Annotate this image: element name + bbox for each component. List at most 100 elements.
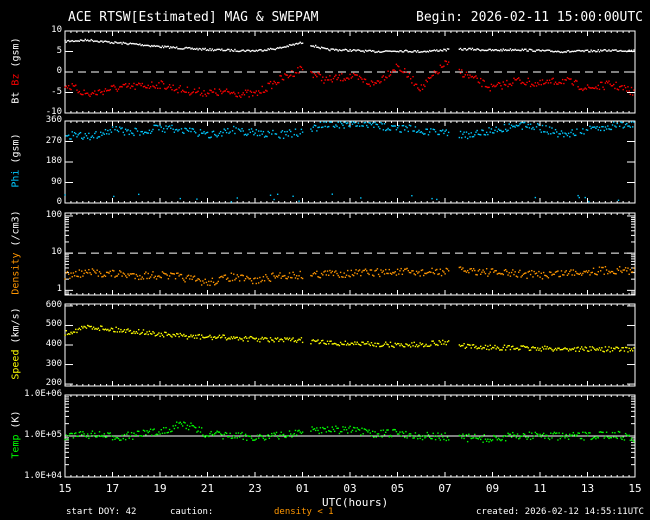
data-point-bz xyxy=(100,91,102,94)
data-point-phi xyxy=(520,122,522,124)
data-point-phi xyxy=(193,130,196,133)
data-point-speed xyxy=(556,349,558,351)
data-point-density xyxy=(183,279,185,281)
data-point-temp xyxy=(564,437,566,439)
data-point-density xyxy=(300,276,303,279)
data-point-temp xyxy=(493,434,495,437)
data-point-speed xyxy=(386,343,388,345)
data-point-speed xyxy=(407,345,409,347)
data-point-temp xyxy=(394,429,396,431)
data-point-phi xyxy=(601,125,603,128)
data-point-temp xyxy=(170,430,172,433)
data-point-temp xyxy=(167,431,170,434)
data-point-temp xyxy=(206,435,209,437)
data-point-bt xyxy=(595,51,597,53)
data-point-bz xyxy=(218,88,221,90)
data-point-bt xyxy=(250,50,253,52)
data-point-speed xyxy=(101,325,103,328)
x-tick-label: 09 xyxy=(485,482,500,495)
data-point-bz xyxy=(199,94,202,96)
data-point-temp xyxy=(341,430,343,433)
data-point-bt xyxy=(362,50,364,52)
data-point-density xyxy=(325,274,328,276)
data-point-phi xyxy=(518,124,520,127)
data-point-speed xyxy=(318,342,320,345)
data-point-phi xyxy=(231,130,234,132)
y-title-part: Density xyxy=(10,246,22,295)
data-point-temp xyxy=(408,433,411,435)
data-point-bt xyxy=(551,50,553,52)
data-point-density xyxy=(442,270,444,272)
data-point-bz xyxy=(360,76,362,79)
data-point-phi xyxy=(214,133,216,136)
data-point-bt xyxy=(248,49,250,52)
data-point-density xyxy=(78,269,81,271)
data-point-bz xyxy=(330,79,332,81)
data-point-phi xyxy=(465,131,468,133)
data-point-bt xyxy=(413,50,415,52)
data-point-temp xyxy=(532,437,534,440)
data-point-bt xyxy=(348,50,350,52)
data-point-bz xyxy=(110,85,113,87)
data-point-bz xyxy=(447,61,450,63)
data-point-bt xyxy=(603,48,605,51)
data-point-temp xyxy=(527,436,529,439)
data-point-bz xyxy=(533,85,535,87)
data-point-phi xyxy=(626,122,628,125)
data-point-density xyxy=(500,273,502,275)
data-point-density xyxy=(216,282,218,284)
data-point-speed xyxy=(427,345,430,347)
data-point-density xyxy=(491,268,494,270)
data-point-speed xyxy=(483,347,485,349)
data-point-phi xyxy=(242,130,244,132)
data-point-bt xyxy=(499,50,501,52)
data-point-bt xyxy=(190,48,192,50)
data-point-density xyxy=(618,266,621,268)
data-point-temp xyxy=(387,429,389,431)
data-point-bz xyxy=(601,81,603,84)
data-point-density xyxy=(254,277,256,279)
data-point-temp xyxy=(73,432,76,435)
data-point-speed xyxy=(145,333,147,335)
data-point-bt xyxy=(91,39,94,42)
data-point-bz xyxy=(385,76,387,78)
data-point-phi xyxy=(171,124,173,127)
data-point-temp xyxy=(404,436,406,439)
data-point-temp xyxy=(548,438,551,441)
data-point-phi xyxy=(559,133,561,135)
data-point-density xyxy=(293,273,295,276)
data-point-bz xyxy=(294,71,297,74)
data-point-density xyxy=(241,274,243,276)
data-point-bz xyxy=(212,91,215,93)
data-point-temp xyxy=(566,435,569,438)
data-point-density xyxy=(274,277,276,279)
data-point-density xyxy=(355,269,357,271)
data-point-phi xyxy=(328,125,330,128)
data-point-speed xyxy=(381,345,383,347)
data-point-temp xyxy=(149,428,152,430)
data-point-phi xyxy=(421,132,424,134)
data-point-density xyxy=(497,272,500,275)
data-point-speed xyxy=(104,328,107,330)
data-point-speed xyxy=(184,335,186,337)
data-point-phi xyxy=(221,135,223,137)
data-point-bz xyxy=(463,76,465,78)
data-point-speed xyxy=(202,336,204,338)
data-point-phi xyxy=(466,137,469,140)
data-point-phi xyxy=(580,132,583,135)
x-tick-label: 11 xyxy=(533,482,547,495)
y-tick-label: 0 xyxy=(56,197,62,207)
data-point-temp xyxy=(185,427,187,430)
data-point-speed xyxy=(326,340,329,342)
data-point-bt xyxy=(611,49,614,51)
data-point-speed xyxy=(130,332,133,335)
data-point-phi xyxy=(262,130,265,133)
data-point-bz xyxy=(155,84,158,87)
data-point-phi xyxy=(478,133,481,136)
data-point-phi xyxy=(83,136,85,139)
data-point-bz xyxy=(350,77,352,79)
data-point-bt xyxy=(591,50,594,53)
data-point-density xyxy=(533,270,535,273)
data-point-phi xyxy=(484,134,487,136)
data-point-bz xyxy=(502,81,504,83)
